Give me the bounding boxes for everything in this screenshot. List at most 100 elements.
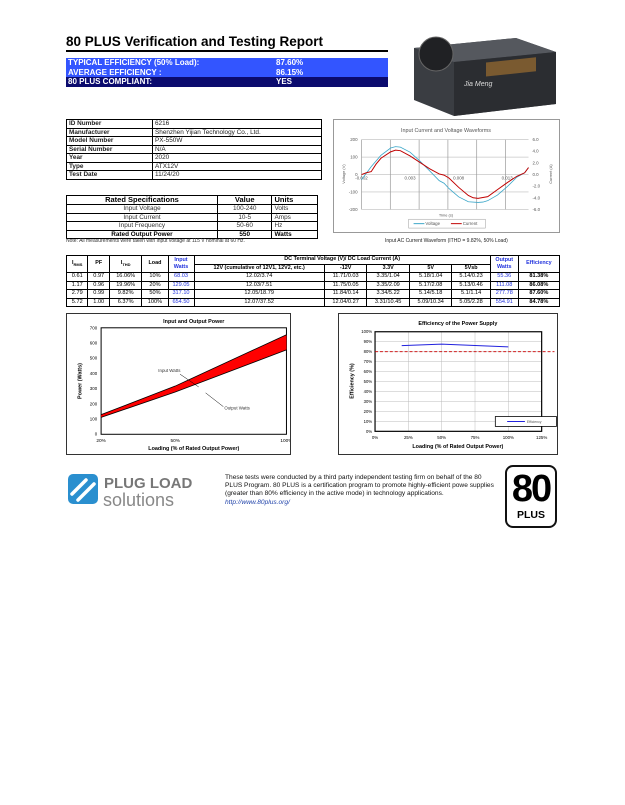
table-cell: 5.72 xyxy=(65,297,89,307)
table-cell: 11.71/0.03 xyxy=(323,272,368,282)
series-input-watts xyxy=(100,334,287,416)
y2-axis-label: Current (A) xyxy=(548,164,553,184)
y2-tick-label: -6.0 xyxy=(532,207,540,212)
info-label: Model Number xyxy=(66,136,153,146)
y-tick-label: 300 xyxy=(90,386,98,391)
header-load: Load xyxy=(141,255,169,273)
header-ithd: ITHD xyxy=(108,255,143,273)
table-cell: 1.00 xyxy=(87,297,110,307)
table-cell: 10% xyxy=(141,272,169,282)
header-pf: PF xyxy=(87,255,110,273)
table-cell: 50% xyxy=(141,289,169,299)
info-value: ATX12V xyxy=(152,161,322,171)
table-cell: 5.09/10.34 xyxy=(408,297,453,307)
x-axis-label: Loading (% of Rated Output Power) xyxy=(148,446,239,452)
series-current xyxy=(361,149,529,199)
header-input-watts: Input Watts xyxy=(167,255,195,273)
info-row: ID Number 6216 xyxy=(66,119,322,129)
table-cell: 554.91 xyxy=(489,297,519,307)
spec-header: Rated Specifications xyxy=(66,195,218,205)
measurement-note: Note: All measurements were taken with i… xyxy=(66,238,245,244)
spec-cell: Watts xyxy=(271,229,318,239)
x-tick-label: 50% xyxy=(437,435,446,440)
y-tick-label: 200 xyxy=(90,401,98,406)
summary-label: AVERAGE EFFICIENCY : xyxy=(68,67,162,77)
product-brand-text: Jia Meng xyxy=(463,81,493,88)
annotation-arrow xyxy=(179,373,199,388)
spec-cell: Input Voltage xyxy=(66,204,218,214)
y-axis-label: Efficiency (%) xyxy=(349,363,355,399)
summary-banner: TYPICAL EFFICIENCY (50% Load): 87.60% AVE… xyxy=(66,58,388,87)
table-cell: 86.08% xyxy=(517,280,561,290)
y-tick-label: 200 xyxy=(350,137,358,142)
badge-number: 80 xyxy=(511,468,552,510)
table-cell: 111.08 xyxy=(489,280,519,290)
info-row: Manufacturer Shenzhen Yijian Technology C… xyxy=(66,127,322,137)
header-rail: 5V xyxy=(408,263,453,273)
y-tick-label: 30% xyxy=(364,399,373,404)
table-cell: 317.10 xyxy=(167,289,195,299)
y-tick-label: 40% xyxy=(364,389,373,394)
table-cell: 129.05 xyxy=(167,280,195,290)
info-value: Shenzhen Yijian Technology Co., Ltd. xyxy=(152,127,322,137)
summary-value: 87.60% xyxy=(276,58,304,67)
summary-value: 86.15% xyxy=(276,67,304,77)
table-cell: 100% xyxy=(141,297,169,307)
product-image: Jia Meng xyxy=(414,36,556,116)
annotation-arrow xyxy=(205,392,224,407)
header-efficiency: Efficiency xyxy=(517,255,561,273)
table-cell: 5.14/0.23 xyxy=(451,272,491,282)
y-tick-label: 100 xyxy=(350,155,358,160)
x-tick-label: 125% xyxy=(536,435,547,440)
info-label: Manufacturer xyxy=(66,127,153,137)
table-cell: 5.18/1.04 xyxy=(408,272,453,282)
spec-cell: 550 xyxy=(216,229,273,239)
table-cell: 0.97 xyxy=(87,272,110,282)
info-row: Serial Number N/A xyxy=(66,144,322,154)
header-rail: 3.3V xyxy=(366,263,410,273)
table-cell: 12.04/0.27 xyxy=(323,297,368,307)
table-cell: 2.79 xyxy=(65,289,89,299)
spec-cell: Hz xyxy=(271,221,318,231)
footer-text: These tests were conducted by a third pa… xyxy=(225,474,500,507)
table-cell: 6.37% xyxy=(108,297,143,307)
plug-load-solutions-logo: PLUG LOAD solutions xyxy=(66,470,216,515)
table-cell: 3.35/2.09 xyxy=(366,280,410,290)
plot-area xyxy=(374,331,543,432)
x-tick-label: 0.008 xyxy=(453,175,465,180)
table-cell: 81.38% xyxy=(517,272,561,282)
table-cell: 5.13/0.46 xyxy=(451,280,491,290)
y-tick-label: 90% xyxy=(364,339,373,344)
spec-row: Input Voltage 100-240 Volts xyxy=(66,204,318,214)
table-cell: 84.78% xyxy=(517,297,561,307)
x-tick-label: 20% xyxy=(96,438,106,444)
spec-row: Rated Output Power 550 Watts xyxy=(66,229,318,239)
table-cell: 0.99 xyxy=(87,289,110,299)
80plus-link[interactable]: http://www.80plus.org/ xyxy=(225,498,290,506)
legend-label: Current xyxy=(463,221,478,226)
summary-row: 80 PLUS COMPLIANT: YES xyxy=(66,77,388,87)
info-value: PX-550W xyxy=(152,136,322,146)
table-cell: 277.78 xyxy=(489,289,519,299)
y-tick-label: 60% xyxy=(364,369,373,374)
y2-tick-label: -2.0 xyxy=(532,184,540,189)
svg-text:PLUG LOAD: PLUG LOAD xyxy=(104,475,192,492)
page-title: 80 PLUS Verification and Testing Report xyxy=(66,34,324,49)
x-tick-label: 100% xyxy=(280,438,291,444)
x-tick-label: 0.003 xyxy=(405,175,417,180)
x-tick-label: -0.002 xyxy=(355,175,368,180)
svg-text:solutions: solutions xyxy=(103,490,174,510)
y-tick-label: 50% xyxy=(364,379,373,384)
header-rail: -12V xyxy=(323,263,368,273)
header-rail: 5Vsb xyxy=(451,263,491,273)
table-cell: 0.96 xyxy=(87,280,110,290)
y-tick-label: 10% xyxy=(364,419,373,424)
info-label: Type xyxy=(66,161,153,171)
spec-cell: 50-60 xyxy=(216,221,273,231)
waveform-chart: Input Current and Voltage Waveforms 200 10… xyxy=(333,119,560,233)
table-row: 0.61 0.97 16.06% 10% 68.03 12.02/3.74 11.71/0.… xyxy=(65,272,561,282)
header-rail: 12V (cumulative of 12V1, 12V2, etc.) xyxy=(193,263,325,273)
legend xyxy=(494,416,557,427)
y-tick-label: -100 xyxy=(349,189,358,194)
summary-row: AVERAGE EFFICIENCY : 86.15% xyxy=(66,67,388,77)
